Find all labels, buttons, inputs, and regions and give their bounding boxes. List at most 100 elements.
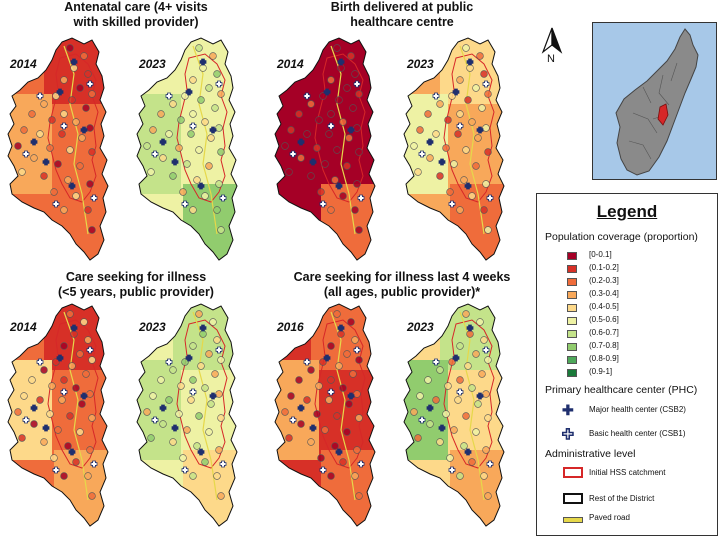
major-center-icon [335,182,343,190]
village-point [333,310,341,318]
title-line: Care seeking for illness [65,270,207,284]
district-map [274,37,376,261]
basic-center-icon [482,346,490,354]
village-point [193,442,201,450]
basic-center-icon [215,346,223,354]
basic-center-icon [319,200,327,208]
basic-center-icon [357,194,365,202]
basic-center-icon [86,346,94,354]
district-map [136,37,238,261]
swatch-0.7-0.8 [567,343,577,351]
village-point [327,342,335,350]
village-point [436,366,444,374]
basic-center-icon [289,150,297,158]
major-center-icon [464,448,472,456]
coverage-heading: Population coverage (proportion) [545,231,698,243]
district-boundary [136,37,238,261]
village-point [66,146,74,154]
village-point [410,408,418,416]
village-point [436,100,444,108]
village-point [201,384,209,392]
class-label: [0-0.1] [589,250,612,259]
village-point [76,84,84,92]
basic-center-icon [353,80,361,88]
major-center-icon [185,354,193,362]
village-point [60,376,68,384]
village-point [446,454,454,462]
village-point [169,366,177,374]
village-point [195,412,203,420]
village-point [460,176,468,184]
village-point [333,412,341,420]
hss-catchment-label: Initial HSS catchment [589,468,666,477]
basic-center-icon [151,416,159,424]
village-point [68,96,76,104]
village-point [213,206,221,214]
village-point [468,192,476,200]
village-point [484,148,492,156]
rest-of-district-icon [563,493,583,504]
village-point [295,376,303,384]
hss-catchment-boundary [443,53,495,203]
village-point [189,76,197,84]
major-center-icon [209,392,217,400]
hss-catchment-boundary [314,53,366,203]
major-center-icon [476,126,484,134]
village-point [181,92,189,100]
basic-center-icon [36,92,44,100]
hss-catchment-boundary [176,319,228,469]
north-arrow: N [538,26,566,66]
basic-center-icon [36,358,44,366]
village-point [76,428,84,436]
north-label: N [547,53,555,65]
major-center-icon [347,392,355,400]
village-point [319,358,327,366]
hss-catchment-icon [563,467,583,478]
village-point [353,390,361,398]
village-point [462,44,470,52]
village-point [432,396,440,404]
village-point [84,206,92,214]
village-point [456,376,464,384]
village-point [442,410,450,418]
village-point [195,44,203,52]
hss-catchment-boundary [47,53,99,203]
village-point [472,350,480,358]
village-point [317,454,325,462]
paved-road [459,311,485,501]
village-point [331,176,339,184]
village-point [201,458,209,466]
village-point [472,162,480,170]
basic-center-icon [327,122,335,130]
village-point [40,366,48,374]
basic-center-label: Basic health center (CSB1) [589,429,686,438]
major-center-icon [197,182,205,190]
village-point [88,356,96,364]
village-point [217,226,225,234]
village-point [88,414,96,422]
village-point [426,420,434,428]
major-center-icon [68,182,76,190]
village-point [355,90,363,98]
village-point [82,104,90,112]
basic-center-icon [60,122,68,130]
village-point [209,318,217,326]
village-point [480,472,488,480]
district-boundary [7,37,109,261]
village-point [480,70,488,78]
village-point [480,206,488,214]
village-point [351,206,359,214]
major-center-icon: ✚ [562,402,574,418]
village-point [66,44,74,52]
village-point [321,160,329,168]
major-center-icon [56,88,64,96]
village-point [321,426,329,434]
basic-center-icon [482,80,490,88]
basic-center-icon [319,466,327,474]
village-point [456,342,464,350]
village-point [476,52,484,60]
village-point [297,154,305,162]
village-point [84,336,92,344]
village-point [325,396,333,404]
district-boundary [274,37,376,261]
